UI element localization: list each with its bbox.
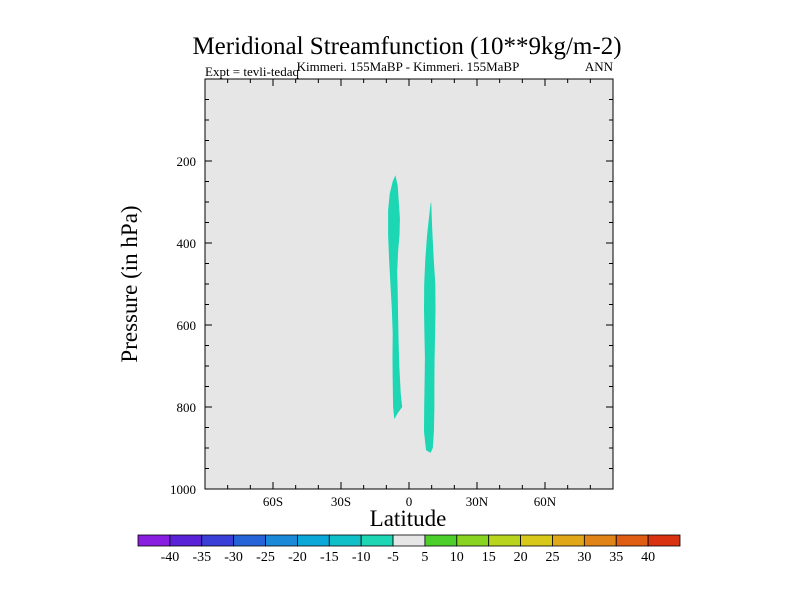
colorbar-swatch xyxy=(360,534,394,547)
colorbar-label: 5 xyxy=(421,550,428,565)
contour-region-a xyxy=(388,175,403,420)
chart-title: Meridional Streamfunction (10**9kg/m-2) xyxy=(192,33,621,60)
colorbar-label: 25 xyxy=(546,550,560,565)
colorbar-label: 30 xyxy=(577,550,591,565)
colorbar-label: 40 xyxy=(641,550,655,565)
x-axis-label: Latitude xyxy=(370,506,447,531)
y-tick-label: 1000 xyxy=(170,482,196,497)
colorbar-swatch xyxy=(424,534,458,547)
colorbar-label: 35 xyxy=(609,550,623,565)
y-tick-label: 400 xyxy=(177,236,197,251)
colorbar-label: 10 xyxy=(450,550,464,565)
chart-subtitle-right: ANN xyxy=(585,59,614,74)
colorbar-swatch xyxy=(583,534,617,547)
contour-regions xyxy=(388,175,436,453)
colorbar-swatch xyxy=(233,534,266,547)
colorbar-swatch xyxy=(297,534,330,547)
colorbar-swatch xyxy=(456,534,490,547)
colorbar-swatch xyxy=(615,534,649,547)
x-tick-label: 30S xyxy=(331,494,351,509)
colorbar-swatch xyxy=(328,534,362,547)
plot-frame xyxy=(204,78,614,490)
colorbar-label: -25 xyxy=(256,550,275,565)
y-tick-label: 600 xyxy=(177,318,197,333)
x-tick-label: 60N xyxy=(534,494,557,509)
plot-area xyxy=(205,79,613,489)
colorbar-label: 15 xyxy=(482,550,496,565)
colorbar-swatch xyxy=(488,534,521,547)
colorbar-label: 20 xyxy=(514,550,528,565)
x-tick-label: 30N xyxy=(466,494,489,509)
colorbar-swatch xyxy=(201,534,235,547)
colorbar-swatch xyxy=(647,534,681,547)
y-tick-label: 200 xyxy=(177,154,197,169)
chart-subtitle-left: Expt = tevli-tedaq xyxy=(205,64,299,79)
chart-subtitle-center: Kimmeri. 155MaBP - Kimmeri. 155MaBP xyxy=(297,59,520,74)
colorbar-label: -10 xyxy=(352,550,371,565)
colorbar-swatch xyxy=(265,534,298,547)
colorbar-label: -15 xyxy=(320,550,339,565)
y-axis-label: Pressure (in hPa) xyxy=(117,205,142,362)
colorbar-label: -30 xyxy=(224,550,243,565)
x-tick-label: 0 xyxy=(406,494,413,509)
colorbar-label: -40 xyxy=(161,550,180,565)
colorbar-swatch xyxy=(169,534,203,547)
colorbar: -40 -35 -30 -25 -20 -15 -10 -5 5 10 15 20 25 30 35 40 xyxy=(137,534,681,565)
contour-region-b xyxy=(424,202,436,453)
axis-ticks: 60S 30S 0 30N 60N 200 400 600 800 1000 xyxy=(170,79,613,509)
y-tick-label: 800 xyxy=(177,400,197,415)
colorbar-swatch xyxy=(392,534,426,547)
colorbar-label: -20 xyxy=(288,550,307,565)
x-tick-label: 60S xyxy=(263,494,283,509)
colorbar-label: -5 xyxy=(387,550,399,565)
colorbar-label: -35 xyxy=(192,550,211,565)
colorbar-swatch xyxy=(552,534,585,547)
colorbar-swatch xyxy=(520,534,553,547)
colorbar-swatch xyxy=(137,534,171,547)
